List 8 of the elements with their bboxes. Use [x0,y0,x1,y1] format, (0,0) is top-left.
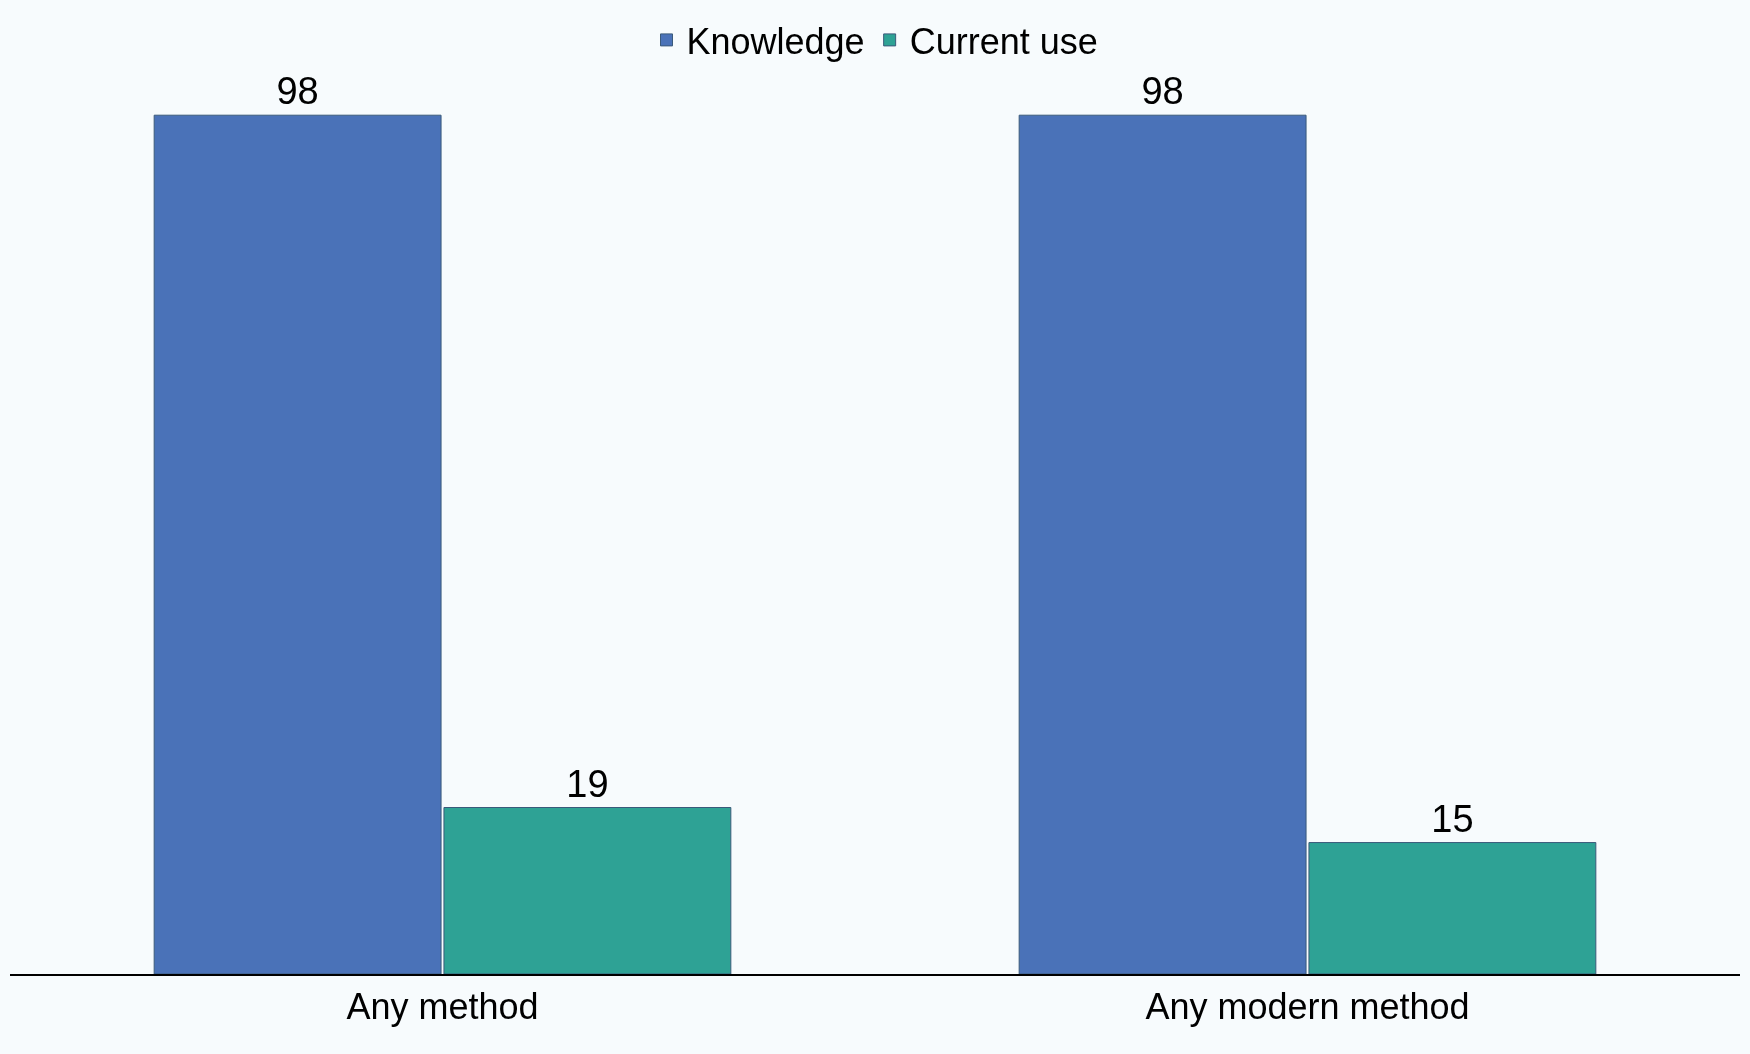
legend-label: Current use [909,20,1098,62]
data-label: 98 [1141,70,1184,113]
data-label: 98 [276,70,319,113]
x-tick-label: Any modern method [1145,985,1470,1027]
legend-label: Knowledge [686,20,865,62]
data-label: 19 [566,762,609,805]
x-tick-label: Any method [346,985,539,1027]
data-label: 15 [1431,797,1474,840]
